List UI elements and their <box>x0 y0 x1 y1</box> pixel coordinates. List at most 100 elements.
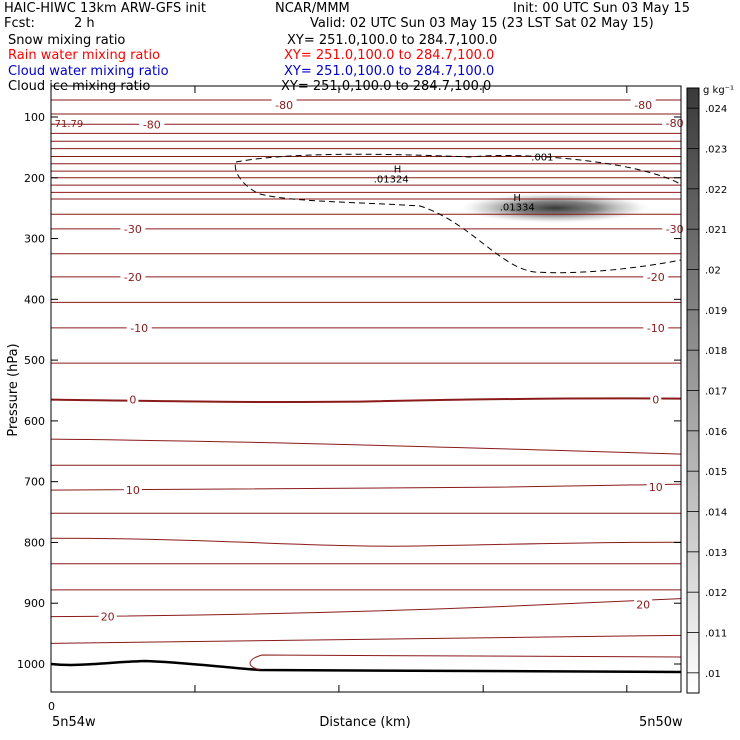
isotherm-label: -20 <box>124 271 142 284</box>
fcst-label: Fcst: <box>4 16 35 31</box>
isotherm-label-bg <box>126 321 152 334</box>
isotherm-line <box>51 537 681 547</box>
chart-annotation: -71.79 <box>51 119 83 130</box>
distance-axis <box>50 86 628 692</box>
colorbar-tick-label: .019 <box>705 306 727 317</box>
colorbar-ticks: .01 .011 .012 .013 .014 .015 .016 .017 .018 .019.… <box>687 104 727 680</box>
terrain-bump-contour <box>249 654 681 671</box>
isotherm-label: 10 <box>126 484 140 497</box>
colorbar-unit: g kg⁻¹ <box>703 85 734 96</box>
isotherm-label-bg <box>650 393 662 406</box>
model-title: HAIC-HIWC 13km ARW-GFS init <box>4 1 206 16</box>
valid-label: Valid: 02 UTC Sun 03 May 15 (23 LST Sat … <box>310 16 654 31</box>
isotherm-lines <box>51 99 681 644</box>
y-tick-label: 200 <box>24 172 45 185</box>
isotherm-label-bg <box>643 321 669 334</box>
y-tick-label: 500 <box>24 354 45 367</box>
snow-mixing-ratio-contour <box>234 153 681 274</box>
isotherm-label-bg <box>634 598 653 611</box>
y-axis-title: Pressure (hPa) <box>6 343 21 436</box>
ground-terrain-line <box>51 659 681 674</box>
x-axis-title: Distance (km) <box>319 715 410 730</box>
isotherm-label: 10 <box>649 481 663 494</box>
cloud-ice-maximum <box>460 193 650 223</box>
isotherm-label-bg <box>98 610 117 623</box>
chart-annotation: .01324 <box>374 174 409 185</box>
fcst-value: 2 h <box>74 16 95 31</box>
y-tick-label: 300 <box>24 233 45 246</box>
x-tick-zero: 0 <box>48 700 55 713</box>
isotherm-line <box>51 483 681 491</box>
isotherm-label: -80 <box>275 99 293 112</box>
plot-frame <box>50 85 682 693</box>
chart-annotation: H <box>513 193 521 204</box>
y-tick-label: 700 <box>24 476 45 489</box>
colorbar-ramp <box>686 87 700 694</box>
field-snow-xy: XY= 251.0,100.0 to 284.7,100.0 <box>287 33 498 48</box>
colorbar-tick-label: .015 <box>705 467 727 478</box>
isotherm-label: 20 <box>101 611 115 624</box>
colorbar-tick-label: .021 <box>705 225 727 236</box>
isotherm-label: 20 <box>636 598 650 611</box>
isotherm-line <box>51 397 681 404</box>
field-snow-label: Snow mixing ratio <box>8 33 126 48</box>
isotherm-line <box>51 634 681 644</box>
colorbar-tick-label: .014 <box>705 508 727 519</box>
colorbar-tick-label: .011 <box>705 629 727 640</box>
y-tick-label: 100 <box>24 111 45 124</box>
isotherm-label: -80 <box>666 117 684 130</box>
colorbar-tick-label: .023 <box>705 145 727 156</box>
isotherm-label: -30 <box>124 223 142 236</box>
isotherm-label-bg <box>271 98 297 111</box>
colorbar-tick-label: .024 <box>705 104 727 115</box>
colorbar-tick-label: .01 <box>705 669 721 680</box>
isotherm-label-bg <box>662 222 688 235</box>
colorbar-tick-label: .013 <box>705 548 727 559</box>
isotherm-label: -20 <box>647 271 665 284</box>
y-tick-label: 900 <box>24 597 45 610</box>
isotherm-label: -10 <box>647 322 665 335</box>
isotherm-label-bg <box>139 118 165 131</box>
isotherm-label: -10 <box>130 322 148 335</box>
field-cloudice-xy: XY= 251.0,100.0 to 284.7,100.0 <box>281 79 492 94</box>
isotherm-label-bg <box>662 117 688 130</box>
colorbar-tick-label: .022 <box>705 185 727 196</box>
contour-labels: -80 -80 -80 -80 -30 -30 -20 -20 -10 -10 0 0 10 10 20 20… <box>51 98 688 624</box>
isotherm-label: -30 <box>666 223 684 236</box>
colorbar: g kg⁻¹ .01 .011 .012 .013 .014 .015 .016 .017 .0… <box>686 85 734 694</box>
y-tick-label: 1000 <box>17 658 45 671</box>
plot-area <box>51 99 681 674</box>
colorbar-tick-label: .012 <box>705 588 727 599</box>
y-tick-label: 800 <box>24 536 45 549</box>
isotherm-label: -80 <box>143 118 161 131</box>
isotherm-label: 0 <box>652 394 659 407</box>
colorbar-tick-label: .016 <box>705 427 727 438</box>
init-label: Init: 00 UTC Sun 03 May 15 <box>513 1 690 16</box>
isotherm-label-bg <box>120 270 146 283</box>
chart-annotation: .001 <box>531 153 553 164</box>
field-rain-xy: XY= 251.0,100.0 to 284.7,100.0 <box>284 48 495 63</box>
colorbar-tick-label: .02 <box>705 266 721 277</box>
y-tick-label: 400 <box>24 293 45 306</box>
isotherm-label-bg <box>120 222 146 235</box>
field-cloudwater-label: Cloud water mixing ratio <box>8 64 169 79</box>
colorbar-tick-label: .017 <box>705 387 727 398</box>
isotherm-line <box>51 438 681 455</box>
isotherm-label: -80 <box>634 99 652 112</box>
isotherm-label: 0 <box>129 394 136 407</box>
x-end-label: 5n50w <box>639 715 683 730</box>
field-cloudice-label: Cloud ice mixing ratio <box>8 79 151 94</box>
chart-annotation: .01334 <box>500 202 535 213</box>
isotherm-label-bg <box>630 98 656 111</box>
x-start-label: 5n54w <box>52 715 96 730</box>
field-rain-label: Rain water mixing ratio <box>8 48 161 63</box>
y-tick-label: 600 <box>24 415 45 428</box>
isotherm-label-bg <box>127 393 139 406</box>
isotherm-label-bg <box>123 484 142 497</box>
chart-annotation: H <box>394 165 402 176</box>
isotherm-label-bg <box>643 270 669 283</box>
field-cloudwater-xy: XY= 251.0,100.0 to 284.7,100.0 <box>284 64 495 79</box>
org-label: NCAR/MMM <box>275 1 350 16</box>
